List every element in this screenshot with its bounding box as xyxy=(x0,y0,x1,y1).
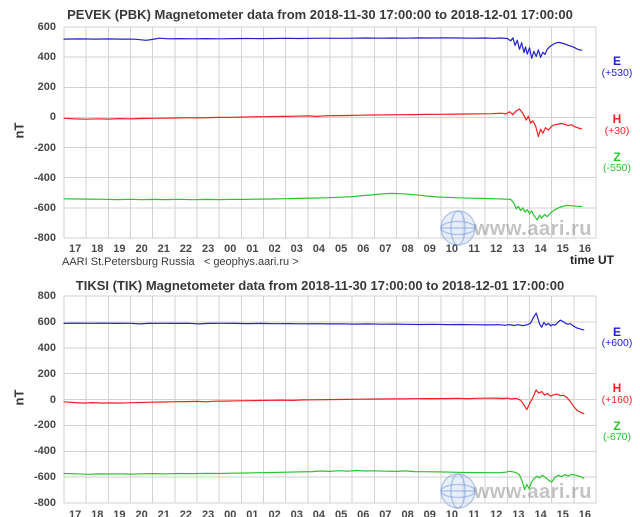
y-axis-tick-label: 600 xyxy=(37,316,56,328)
series-line-Z xyxy=(63,469,585,491)
x-axis-tick-label: 16 xyxy=(578,509,592,517)
x-axis-tick-label: 06 xyxy=(357,243,370,255)
series-name-label-h: H xyxy=(612,381,622,395)
x-axis-tick-label: 05 xyxy=(334,243,348,255)
y-axis-tick-label: -200 xyxy=(33,419,56,431)
time-ut-label: time UT xyxy=(569,253,614,267)
series-line-E xyxy=(63,37,583,59)
x-axis-tick-label: 22 xyxy=(179,243,193,255)
x-axis-tick-label: 03 xyxy=(290,243,303,255)
series-line-Z xyxy=(63,192,583,221)
series-name-label-h: H xyxy=(612,112,622,126)
x-axis-tick-label: 04 xyxy=(312,243,326,255)
x-axis-tick-label: 01 xyxy=(246,509,259,517)
x-axis-tick-label: 20 xyxy=(135,243,148,255)
x-axis-tick-label: 19 xyxy=(113,509,126,517)
x-axis-tick-label: 07 xyxy=(379,509,392,517)
y-axis-tick-label: -400 xyxy=(33,445,56,457)
x-axis-tick-label: 14 xyxy=(534,509,547,517)
watermark-text: www.aari.ru xyxy=(473,218,592,240)
aari-watermark: www.aari.ru xyxy=(440,210,592,246)
x-axis-tick-label: 18 xyxy=(91,243,104,255)
x-axis-tick-label: 02 xyxy=(268,509,281,517)
y-axis-tick-label: 400 xyxy=(37,51,56,63)
x-axis-tick-label: 12 xyxy=(490,509,503,517)
x-axis-tick-label: 09 xyxy=(423,509,436,517)
x-axis-tick-label: 16 xyxy=(578,243,592,255)
series-line-E xyxy=(63,312,585,331)
y-axis-tick-label: 800 xyxy=(37,290,56,302)
x-axis-tick-label: 04 xyxy=(312,509,326,517)
y-axis-tick-label: -600 xyxy=(33,471,56,483)
series-name-label-z: Z xyxy=(613,150,621,164)
series-line-H xyxy=(63,108,583,138)
x-axis-tick-label: 09 xyxy=(423,243,436,255)
x-axis-tick-label: 03 xyxy=(290,509,303,517)
x-axis-tick-label: 17 xyxy=(68,509,82,517)
y-axis-tick-label: -400 xyxy=(33,172,56,184)
x-axis-tick-label: 18 xyxy=(91,509,104,517)
x-axis-tick-label: 22 xyxy=(179,509,193,517)
y-axis-tick-label: -800 xyxy=(33,232,56,244)
x-axis-tick-label: 12 xyxy=(490,243,503,255)
x-axis-tick-label: 02 xyxy=(268,243,281,255)
series-name-label-z: Z xyxy=(613,419,621,433)
x-axis-tick-label: 13 xyxy=(512,243,525,255)
x-axis-tick-label: 19 xyxy=(113,243,126,255)
x-axis-tick-label: 01 xyxy=(246,243,259,255)
x-axis-tick-label: 05 xyxy=(334,509,348,517)
x-axis-tick-label: 08 xyxy=(401,243,414,255)
x-axis-tick-label: 14 xyxy=(534,243,547,255)
x-axis-tick-label: 00 xyxy=(224,243,237,255)
y-axis-tick-label: 0 xyxy=(49,111,56,123)
x-axis-tick-label: 23 xyxy=(201,509,215,517)
x-axis-tick-label: 17 xyxy=(68,243,82,255)
x-axis-tick-label: 20 xyxy=(135,509,148,517)
x-axis-tick-label: 23 xyxy=(201,243,215,255)
y-axis-tick-label: 600 xyxy=(37,21,56,33)
x-axis-tick-label: 15 xyxy=(556,509,569,517)
x-axis-tick-label: 15 xyxy=(556,243,569,255)
y-axis-tick-label: -200 xyxy=(33,142,56,154)
chart-title-tiksi: TIKSI (TIK) Magnetometer data from 2018-… xyxy=(75,278,565,293)
x-axis-tick-label: 21 xyxy=(157,243,170,255)
series-name-label-e: E xyxy=(612,54,621,68)
aari-watermark: www.aari.ru xyxy=(440,473,592,509)
series-offset-label-h: (+30) xyxy=(604,125,630,137)
series-offset-label-z: (-670) xyxy=(602,431,631,443)
y-axis-tick-label: 400 xyxy=(37,342,56,354)
series-name-label-e: E xyxy=(612,325,621,339)
chart-title-pevek: PEVEK (PBK) Magnetometer data from 2018-… xyxy=(67,7,573,22)
x-axis-tick-label: 10 xyxy=(445,243,459,255)
x-axis-tick-label: 11 xyxy=(468,509,480,517)
x-axis-tick-label: 21 xyxy=(157,509,170,517)
footer-credit: AARI St.Petersburg Russia < geophys.aari… xyxy=(62,256,299,268)
series-offset-label-e: (+530) xyxy=(601,67,633,79)
watermark-text: www.aari.ru xyxy=(473,481,592,503)
x-axis-tick-label: 08 xyxy=(401,509,414,517)
y-axis-tick-label: 0 xyxy=(49,394,56,406)
x-axis-tick-label: 10 xyxy=(445,509,459,517)
x-axis-tick-label: 07 xyxy=(379,243,392,255)
y-axis-tick-label: 200 xyxy=(37,368,56,380)
series-offset-label-e: (+600) xyxy=(601,337,633,349)
y-axis-tick-label: -600 xyxy=(33,202,56,214)
x-axis-tick-label: 11 xyxy=(468,243,480,255)
x-axis-tick-label: 00 xyxy=(224,509,237,517)
x-axis-tick-label: 13 xyxy=(512,509,525,517)
series-offset-label-z: (-550) xyxy=(602,162,631,174)
y-axis-tick-label: 200 xyxy=(37,81,56,93)
series-offset-label-h: (+160) xyxy=(601,394,633,406)
x-axis-tick-label: 06 xyxy=(357,509,370,517)
y-axis-tick-label: -800 xyxy=(33,497,56,509)
series-line-H xyxy=(63,389,585,415)
